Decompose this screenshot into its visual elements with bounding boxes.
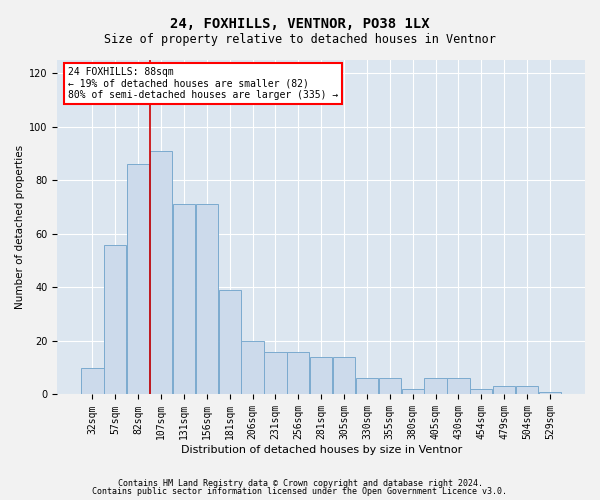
Bar: [539, 392, 561, 394]
Bar: [424, 378, 446, 394]
Bar: [448, 378, 470, 394]
Y-axis label: Number of detached properties: Number of detached properties: [15, 145, 25, 310]
Bar: [104, 244, 127, 394]
Bar: [241, 341, 263, 394]
Text: Size of property relative to detached houses in Ventnor: Size of property relative to detached ho…: [104, 32, 496, 46]
Bar: [218, 290, 241, 395]
Bar: [127, 164, 149, 394]
Text: 24, FOXHILLS, VENTNOR, PO38 1LX: 24, FOXHILLS, VENTNOR, PO38 1LX: [170, 18, 430, 32]
X-axis label: Distribution of detached houses by size in Ventnor: Distribution of detached houses by size …: [181, 445, 462, 455]
Bar: [310, 357, 332, 395]
Bar: [150, 151, 172, 394]
Bar: [493, 386, 515, 394]
Bar: [287, 352, 310, 395]
Bar: [333, 357, 355, 395]
Bar: [516, 386, 538, 394]
Text: Contains public sector information licensed under the Open Government Licence v3: Contains public sector information licen…: [92, 487, 508, 496]
Bar: [379, 378, 401, 394]
Bar: [356, 378, 378, 394]
Bar: [196, 204, 218, 394]
Bar: [82, 368, 104, 394]
Bar: [265, 352, 287, 395]
Text: 24 FOXHILLS: 88sqm
← 19% of detached houses are smaller (82)
80% of semi-detache: 24 FOXHILLS: 88sqm ← 19% of detached hou…: [68, 66, 338, 100]
Text: Contains HM Land Registry data © Crown copyright and database right 2024.: Contains HM Land Registry data © Crown c…: [118, 478, 482, 488]
Bar: [401, 389, 424, 394]
Bar: [173, 204, 195, 394]
Bar: [470, 389, 493, 394]
